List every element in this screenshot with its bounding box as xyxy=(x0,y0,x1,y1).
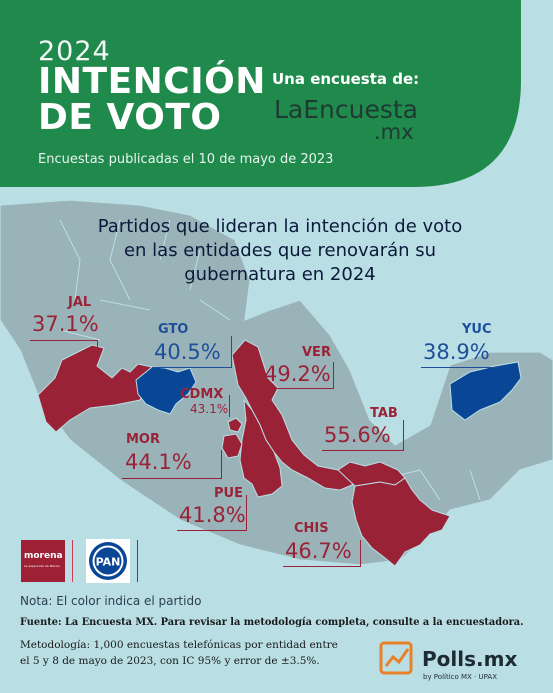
land-mass xyxy=(0,199,553,566)
state-value-yuc: 38.9% xyxy=(423,340,490,364)
underline-tab xyxy=(322,450,404,451)
underline-jal xyxy=(30,340,98,341)
methodology-line2: el 5 y 8 de mayo de 2023, con IC 95% y e… xyxy=(20,655,320,667)
underline-chis xyxy=(283,566,361,567)
header-year: 2024 xyxy=(38,36,111,67)
question-line1: Partidos que lideran la intención de vot… xyxy=(97,216,463,237)
polls-subbrand: by Político MX · UPAX xyxy=(423,673,497,681)
leader-mor xyxy=(221,450,222,479)
survey-by-label: Una encuesta de: xyxy=(272,70,420,88)
question-heading: Partidos que lideran la intención de vot… xyxy=(40,215,520,287)
state-value-tab: 55.6% xyxy=(324,423,391,447)
state-value-mor: 44.1% xyxy=(125,450,192,474)
question-line2: en las entidades que renovarán su xyxy=(123,240,437,261)
header-title-line1: INTENCIÓN xyxy=(38,61,266,102)
state-value-cdmx: 43.1% xyxy=(190,402,229,416)
legend-divider-2 xyxy=(137,540,138,582)
morena-logo-text: morena xyxy=(24,551,63,561)
state-label-gto: GTO xyxy=(158,322,189,337)
underline-gto xyxy=(152,367,232,368)
brand-name-line2: .mx xyxy=(374,120,414,144)
state-value-ver: 49.2% xyxy=(264,362,331,386)
legend-divider-1 xyxy=(72,540,73,582)
state-label-cdmx: CDMX xyxy=(180,387,224,402)
state-jal-shape xyxy=(37,344,153,433)
leader-jal xyxy=(97,340,98,356)
methodology-text: Metodología: 1,000 encuestas telefónicas… xyxy=(20,637,365,669)
published-date: Encuestas publicadas el 10 de mayo de 20… xyxy=(38,152,334,167)
state-label-mor: MOR xyxy=(126,432,160,447)
morena-logo: morena La esperanza de México xyxy=(21,540,65,582)
brand-name-line1: LaEncuesta xyxy=(274,95,419,124)
state-mor-shape xyxy=(221,433,243,459)
state-value-gto: 40.5% xyxy=(154,340,221,364)
pan-logo: PAN xyxy=(86,539,130,583)
state-label-chis: CHIS xyxy=(294,521,329,536)
state-label-jal: JAL xyxy=(68,295,92,310)
state-label-tab: TAB xyxy=(370,406,398,421)
methodology-line1: Metodología: 1,000 encuestas telefónicas… xyxy=(20,639,338,651)
state-value-chis: 46.7% xyxy=(285,539,352,563)
legend-note: Nota: El color indica el partido xyxy=(20,594,202,608)
state-yuc-shape xyxy=(449,361,522,421)
land-lines xyxy=(59,219,481,501)
source-text: Fuente: La Encuesta MX. Para revisar la … xyxy=(20,617,524,628)
polls-brand: Polls.mx xyxy=(422,647,518,671)
question-line3: gubernatura en 2024 xyxy=(184,264,376,285)
header-title: INTENCIÓN DE VOTO xyxy=(38,64,266,136)
underline-mor xyxy=(122,478,222,479)
underline-pue xyxy=(177,530,247,531)
leader-pue xyxy=(246,495,247,531)
state-label-pue: PUE xyxy=(214,486,243,501)
header-title-line2: DE VOTO xyxy=(38,97,222,138)
leader-cdmx xyxy=(229,395,230,417)
header-panel: 2024 INTENCIÓN DE VOTO Una encuesta de: … xyxy=(0,0,553,187)
state-label-ver: VER xyxy=(302,345,331,360)
state-gto-shape xyxy=(135,366,197,415)
polls-chart-icon xyxy=(379,641,413,675)
state-cdmx-shape xyxy=(227,417,243,433)
leader-chis xyxy=(360,540,361,567)
pan-logo-text: PAN xyxy=(96,556,121,569)
leader-tab xyxy=(403,420,404,451)
underline-ver xyxy=(262,388,334,389)
state-label-yuc: YUC xyxy=(462,322,492,337)
leader-ver xyxy=(333,362,334,389)
header-background xyxy=(0,0,521,187)
leader-gto xyxy=(231,336,232,368)
state-value-pue: 41.8% xyxy=(179,503,246,527)
morena-logo-tagline: La esperanza de México xyxy=(24,564,61,568)
state-value-jal: 37.1% xyxy=(32,312,99,336)
state-chis-shape xyxy=(351,477,451,567)
underline-yuc xyxy=(421,367,499,368)
